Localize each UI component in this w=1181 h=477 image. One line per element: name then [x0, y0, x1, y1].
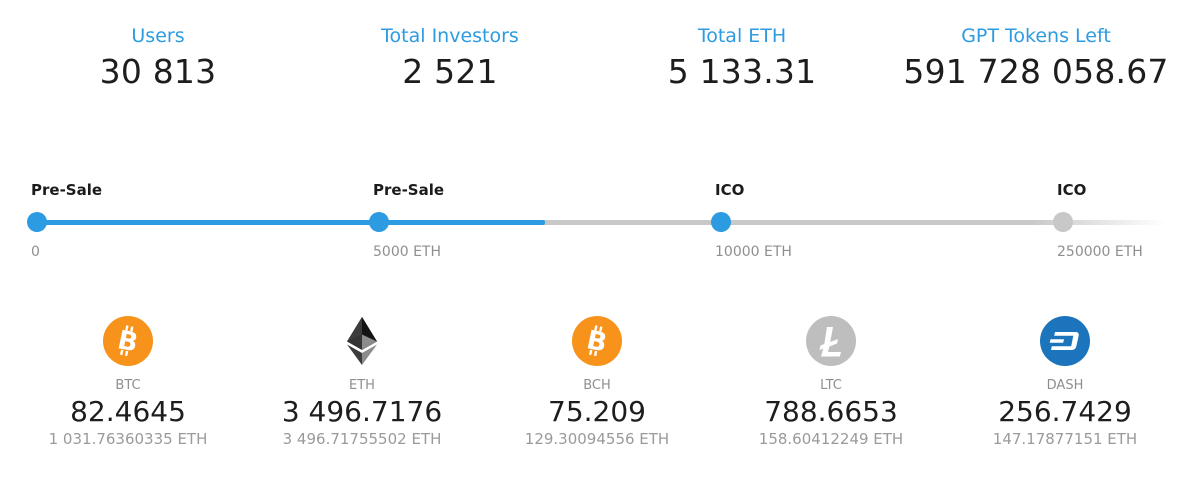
currency-eth-value: 3 496.71755502 ETH: [282, 430, 442, 448]
currency-amount: 75.209: [548, 395, 646, 428]
stage-name: Pre-Sale: [31, 181, 103, 199]
stage-name: ICO: [1057, 181, 1087, 199]
currency-eth-value: 129.30094556 ETH: [524, 430, 670, 448]
stage-amount: 250000 ETH: [1057, 244, 1143, 260]
litecoin-icon: [806, 316, 856, 366]
currency-eth-value: 158.60412249 ETH: [758, 430, 904, 448]
currency-amount: 82.4645: [70, 395, 186, 428]
stage-dot: [711, 212, 731, 232]
stage-amount: 0: [31, 244, 40, 260]
stage-name: Pre-Sale: [373, 181, 445, 199]
stat-tokens-left: GPT Tokens Left 591 728 058.67: [876, 22, 1181, 94]
stat-total-investors: Total Investors 2 521: [290, 22, 610, 94]
bitcoin-cash-icon: B: [572, 316, 622, 366]
progress-track: [36, 220, 1166, 225]
stat-value: 2 521: [402, 52, 498, 91]
stage-amount: 5000 ETH: [373, 244, 442, 260]
dash-icon: [1040, 316, 1090, 366]
stat-label: Total Investors: [381, 25, 519, 47]
currency-bch: B BCH 75.209 129.30094556 ETH: [477, 316, 717, 449]
currency-ltc: LTC 788.6653 158.60412249 ETH: [711, 316, 951, 449]
stat-total-eth: Total ETH 5 133.31: [582, 22, 902, 94]
currency-eth: ETH 3 496.7176 3 496.71755502 ETH: [242, 316, 482, 449]
currency-code: BCH: [583, 378, 611, 393]
stat-value: 5 133.31: [667, 52, 817, 91]
stat-label: Users: [131, 25, 185, 47]
currency-eth-value: 1 031.76360335 ETH: [48, 430, 208, 448]
bitcoin-icon: B: [103, 316, 153, 366]
stage-dot: [1053, 212, 1073, 232]
currency-btc: B BTC 82.4645 1 031.76360335 ETH: [8, 316, 248, 449]
currency-eth-value: 147.17877151 ETH: [992, 430, 1138, 448]
ethereum-icon: [347, 317, 377, 365]
stat-users: Users 30 813: [0, 22, 318, 94]
stage-amount: 10000 ETH: [715, 244, 792, 260]
currency-amount: 788.6653: [764, 395, 898, 428]
currency-amount: 256.7429: [998, 395, 1132, 428]
currency-code: LTC: [820, 378, 842, 393]
stat-value: 30 813: [99, 52, 217, 91]
currency-dash: DASH 256.7429 147.17877151 ETH: [945, 316, 1181, 449]
stage-dot: [27, 212, 47, 232]
stage-dot: [369, 212, 389, 232]
currency-amount: 3 496.7176: [281, 395, 443, 428]
stage-name: ICO: [715, 181, 745, 199]
stat-label: Total ETH: [697, 25, 787, 47]
currency-code: BTC: [115, 378, 141, 393]
progress-fill: [36, 220, 545, 225]
currency-code: DASH: [1046, 378, 1084, 393]
currency-code: ETH: [349, 378, 375, 393]
stat-label: GPT Tokens Left: [961, 25, 1111, 47]
stat-value: 591 728 058.67: [903, 52, 1169, 91]
